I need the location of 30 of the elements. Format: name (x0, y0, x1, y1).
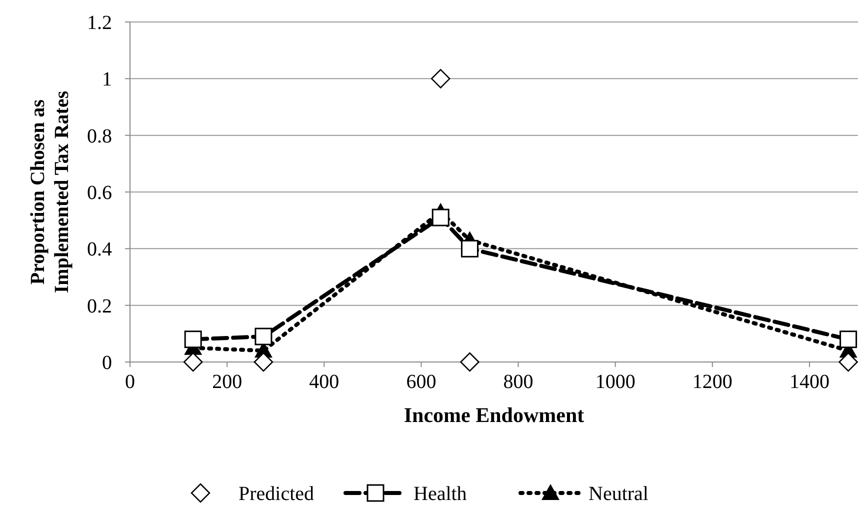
point (254, 352, 274, 372)
point (460, 240, 478, 258)
point (838, 352, 858, 372)
point (254, 328, 272, 346)
y-tick-label: 0.2 (87, 295, 112, 318)
x-tick-label: 0 (125, 371, 135, 393)
x-axis-title: Income Endowment (404, 403, 584, 427)
y-tick-label: 0.4 (87, 238, 112, 261)
point (460, 352, 480, 372)
x-tick-label: 1400 (789, 371, 830, 393)
point (840, 330, 858, 348)
x-tick-label: 200 (212, 371, 242, 393)
legend-label: Health (414, 483, 467, 505)
y-tick-label: 0.6 (87, 182, 112, 204)
legend-label: Predicted (238, 483, 314, 505)
point (432, 208, 450, 226)
y-tick-label: 0.8 (87, 125, 112, 148)
x-tick-label: 1000 (595, 371, 636, 393)
point (184, 330, 202, 348)
point (183, 352, 203, 372)
y-tick-label: 1 (102, 68, 112, 91)
point (430, 69, 450, 88)
y-tick-label: 0 (102, 352, 112, 374)
y-axis-title: Proportion Chosen as Implemented Tax Rates (27, 90, 73, 294)
x-tick-label: 1200 (692, 371, 732, 393)
legend-label: Neutral (588, 483, 649, 505)
x-tick-label: 600 (406, 371, 436, 393)
y-tick-label: 1.2 (87, 12, 112, 34)
x-tick-label: 400 (309, 371, 340, 393)
x-tick-label: 800 (503, 371, 534, 393)
